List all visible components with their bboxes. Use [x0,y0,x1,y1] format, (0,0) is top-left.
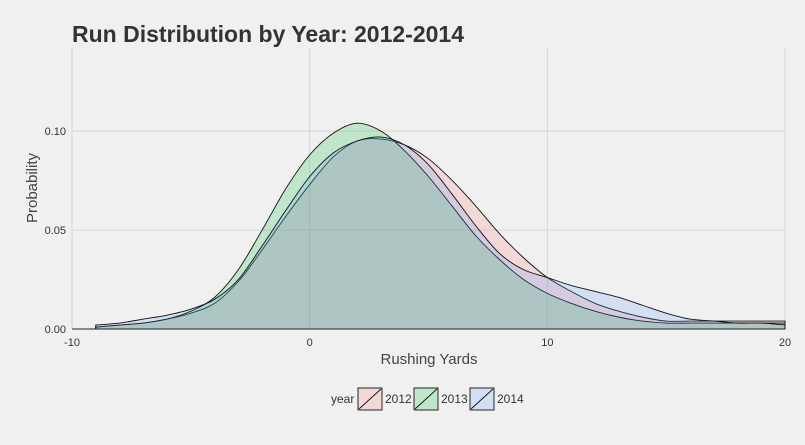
legend-title: year [331,392,354,406]
legend-key-slash-2013 [414,388,438,410]
x-tick-label: 10 [541,337,553,349]
legend-label-2012: 2012 [385,392,412,406]
legend-label-2014: 2014 [497,392,524,406]
y-tick-label: 0.10 [45,126,66,138]
x-axis-ticks: -10 0 10 20 [64,337,791,349]
y-tick-label: 0.00 [45,324,66,336]
y-axis-title: Probability [24,152,41,223]
legend-key-slash-2014 [470,388,494,410]
x-axis-title: Rushing Yards [380,351,477,368]
legend: year 2012 2013 2014 [331,387,524,411]
chart-title: Run Distribution by Year: 2012-2014 [72,21,464,47]
density-area-2012 [95,138,786,330]
y-axis-ticks: 0.00 0.05 0.10 [45,126,66,336]
x-tick-label: 0 [307,337,313,349]
legend-label-2013: 2013 [441,392,468,406]
density-area-2013 [95,122,786,330]
y-tick-label: 0.05 [45,225,66,237]
density-area-2014 [95,136,786,330]
grid-lines [71,48,786,330]
density-areas [95,122,786,330]
x-tick-label: -10 [64,337,80,349]
x-tick-label: 20 [779,337,791,349]
legend-key-slash-2012 [358,388,382,410]
